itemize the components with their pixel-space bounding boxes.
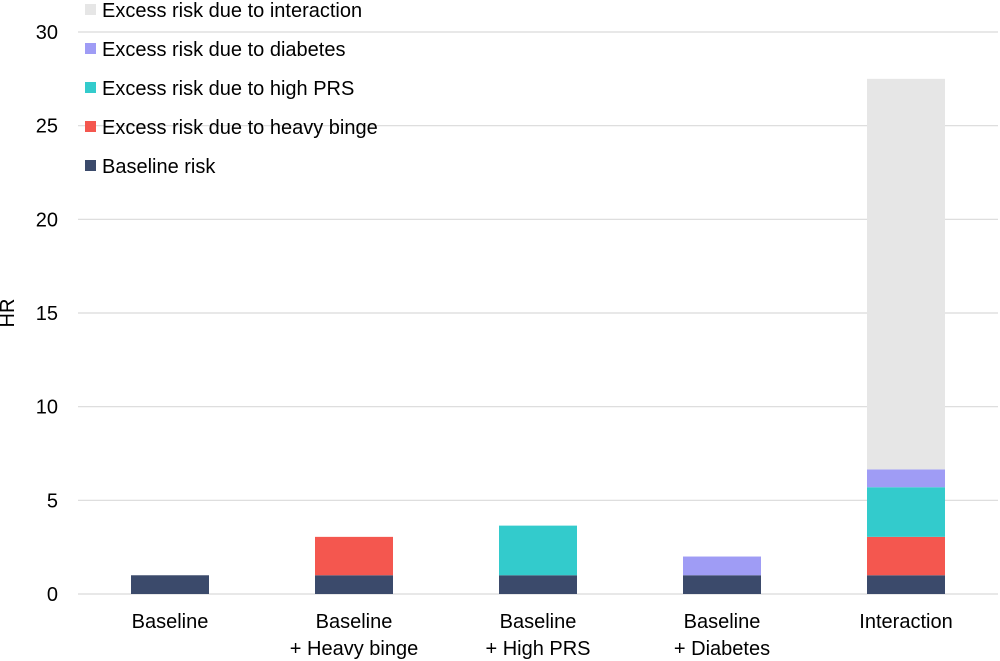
y-tick-label: 5 [47, 490, 58, 512]
x-tick-label: Baseline [684, 611, 761, 633]
gridlines [78, 31, 998, 595]
legend: Excess risk due to interaction Excess ris… [85, 0, 378, 178]
bar-segment-excess-risk-due-to-high-prs [867, 487, 945, 537]
y-axis: 0 5 10 15 20 25 30 [36, 22, 58, 606]
y-tick-label: 10 [36, 397, 58, 419]
bar-segment-excess-risk-due-to-heavy-binge [315, 536, 393, 576]
legend-swatch-excess-risk-due-to-diabetes [85, 43, 96, 54]
y-tick-label: 15 [36, 303, 58, 325]
y-tick-label: 20 [36, 209, 58, 231]
bar-segment-excess-risk-due-to-diabetes [683, 556, 761, 576]
y-tick-label: 25 [36, 116, 58, 138]
legend-swatch-excess-risk-due-to-interaction [85, 4, 96, 15]
legend-swatch-excess-risk-due-to-high-prs [85, 82, 96, 93]
bar-segment-excess-risk-due-to-interaction [867, 78, 945, 470]
x-axis: Baseline Baseline + Heavy binge Baseline + H… [132, 611, 953, 660]
bar-segment-baseline-risk [131, 575, 209, 594]
legend-label-excess-risk-due-to-interaction: Excess risk due to interaction [102, 0, 362, 22]
legend-swatch-baseline-risk [85, 160, 96, 171]
x-tick-label: + Heavy binge [290, 638, 418, 660]
y-axis-label: HR [0, 299, 19, 328]
y-tick-label: 30 [36, 22, 58, 44]
bar-segment-baseline-risk [315, 575, 393, 594]
y-tick-label: 0 [47, 584, 58, 606]
legend-label-baseline-risk: Baseline risk [102, 156, 216, 178]
legend-label-excess-risk-due-to-heavy-binge: Excess risk due to heavy binge [102, 117, 378, 139]
bar-segment-excess-risk-due-to-diabetes [867, 469, 945, 488]
x-tick-label: Interaction [859, 611, 952, 633]
bar-segment-baseline-risk [499, 575, 577, 594]
x-tick-label: + Diabetes [674, 638, 770, 660]
bar-segment-excess-risk-due-to-high-prs [499, 525, 577, 576]
x-tick-label: Baseline [132, 611, 209, 633]
x-tick-label: Baseline [316, 611, 393, 633]
x-tick-label: + High PRS [485, 638, 590, 660]
legend-label-excess-risk-due-to-diabetes: Excess risk due to diabetes [102, 39, 345, 61]
bar-segment-baseline-risk [683, 575, 761, 594]
legend-swatch-excess-risk-due-to-heavy-binge [85, 121, 96, 132]
legend-label-excess-risk-due-to-high-prs: Excess risk due to high PRS [102, 78, 354, 100]
bar-segment-excess-risk-due-to-heavy-binge [867, 536, 945, 576]
bars [131, 78, 945, 594]
bar-segment-baseline-risk [867, 575, 945, 594]
x-tick-label: Baseline [500, 611, 577, 633]
